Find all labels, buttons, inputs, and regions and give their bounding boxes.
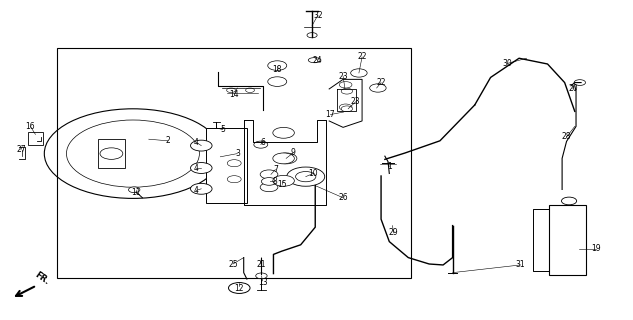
Circle shape [246,88,254,92]
Circle shape [256,273,267,279]
Text: 12: 12 [234,284,244,293]
Text: 7: 7 [273,165,278,174]
Ellipse shape [308,58,321,63]
Text: 28: 28 [561,132,572,141]
Text: 24: 24 [313,56,323,65]
Text: 22: 22 [357,52,367,61]
Text: 23: 23 [351,97,361,106]
Text: 22: 22 [376,78,386,87]
Text: 10: 10 [308,169,318,178]
Circle shape [260,170,278,179]
Circle shape [191,183,212,194]
Circle shape [370,84,386,92]
Circle shape [339,104,352,110]
Text: 13: 13 [258,278,268,287]
Text: 4: 4 [194,186,199,195]
Text: 25: 25 [228,260,238,269]
Circle shape [260,183,278,192]
Circle shape [268,61,287,70]
Text: 3: 3 [235,149,240,158]
Text: 17: 17 [325,110,335,119]
Circle shape [268,77,287,86]
Text: 23: 23 [338,72,348,81]
Bar [206,128,247,203]
Text: 26: 26 [338,193,348,202]
Text: 21: 21 [256,260,266,269]
Circle shape [574,80,586,85]
Circle shape [254,141,268,148]
Bar [57,48,411,278]
Circle shape [351,69,367,77]
Circle shape [273,153,294,164]
Text: FR.: FR. [33,270,51,287]
Circle shape [191,140,212,151]
Circle shape [227,160,241,167]
Circle shape [341,106,353,112]
Circle shape [287,167,325,186]
Text: 11: 11 [131,188,141,197]
Bar [549,205,586,275]
Text: 18: 18 [272,65,282,74]
Circle shape [296,172,316,182]
Text: 30: 30 [503,59,513,68]
Circle shape [273,175,294,186]
Text: 27: 27 [16,145,26,154]
Text: 5: 5 [220,125,225,134]
Text: 4: 4 [194,138,199,147]
Bar [98,139,125,168]
Circle shape [273,127,294,138]
Circle shape [191,163,212,173]
Text: 32: 32 [313,11,323,20]
Text: 16: 16 [25,122,35,131]
Bar [28,132,43,145]
Text: 8: 8 [273,177,278,186]
Circle shape [341,88,353,94]
Text: 14: 14 [229,90,239,99]
Text: 20: 20 [568,84,578,93]
Circle shape [227,88,235,92]
Text: 4: 4 [194,164,199,172]
Text: 15: 15 [277,180,287,188]
Circle shape [561,197,577,205]
Circle shape [275,153,297,164]
Circle shape [339,82,352,88]
Circle shape [227,176,241,183]
Circle shape [128,187,140,193]
Text: 2: 2 [165,136,170,145]
Text: 9: 9 [291,148,296,157]
Text: 1: 1 [387,162,392,171]
Text: 31: 31 [515,260,525,269]
Text: 6: 6 [260,138,265,147]
Text: 29: 29 [389,228,399,237]
Circle shape [307,33,317,38]
Text: 19: 19 [591,244,601,253]
Circle shape [229,283,250,293]
Circle shape [261,178,277,185]
